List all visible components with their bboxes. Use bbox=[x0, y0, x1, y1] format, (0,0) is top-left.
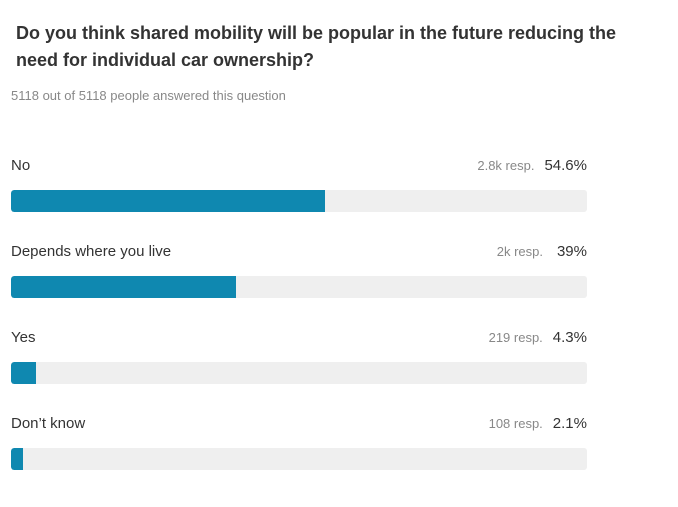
option-dont-know: Don’t know 108 resp. 2.1% bbox=[11, 413, 587, 499]
option-yes: Yes 219 resp. 4.3% bbox=[11, 327, 587, 413]
option-depends-where-you-live: Depends where you live 2k resp. 39% bbox=[11, 241, 587, 327]
bar-fill bbox=[11, 448, 24, 470]
bar-fill bbox=[11, 276, 236, 298]
response-count: 2.8k resp. bbox=[477, 158, 535, 173]
option-label: Don’t know bbox=[11, 415, 86, 432]
bar-track bbox=[11, 190, 587, 212]
bar-track bbox=[11, 448, 587, 470]
response-count: 108 resp. bbox=[488, 416, 543, 431]
option-label: No bbox=[11, 157, 31, 174]
question-title: Do you think shared mobility will be pop… bbox=[16, 23, 617, 70]
option-label: Depends where you live bbox=[11, 243, 172, 260]
percent-label: 2.1% bbox=[552, 415, 587, 432]
bar-track bbox=[11, 362, 587, 384]
percent-label: 4.3% bbox=[552, 329, 587, 346]
percent-label: 39% bbox=[556, 243, 587, 260]
bar-fill bbox=[11, 190, 326, 212]
option-no: No 2.8k resp. 54.6% bbox=[11, 155, 587, 241]
response-count: 2k resp. bbox=[496, 244, 543, 259]
answered-count: 5118 out of 5118 people answered this qu… bbox=[11, 88, 286, 103]
poll-results: No 2.8k resp. 54.6% Depends where you li… bbox=[11, 155, 587, 499]
bar-track bbox=[11, 276, 587, 298]
option-label: Yes bbox=[11, 329, 36, 346]
percent-label: 54.6% bbox=[544, 157, 587, 174]
bar-fill bbox=[11, 362, 36, 384]
response-count: 219 resp. bbox=[488, 330, 543, 345]
